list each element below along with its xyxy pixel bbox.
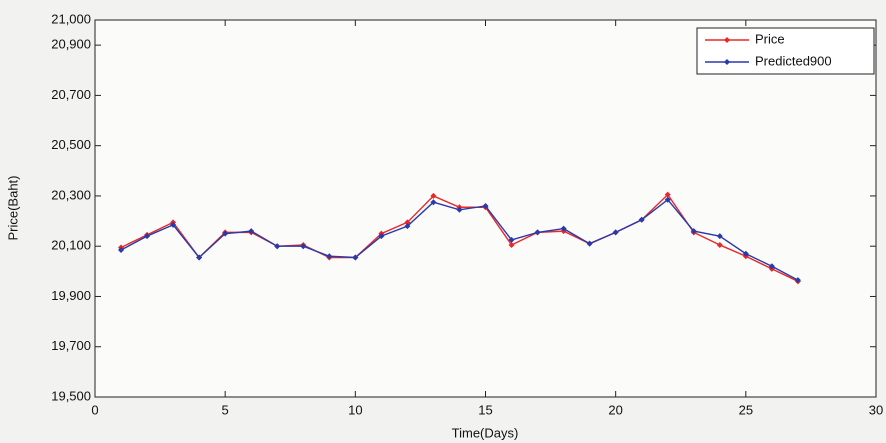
point-marker — [300, 243, 307, 250]
x-tick-label: 20 — [608, 402, 622, 417]
point-marker — [222, 230, 229, 237]
point-marker — [508, 241, 515, 248]
point-marker — [248, 228, 255, 235]
point-marker — [508, 236, 515, 243]
point-marker — [456, 206, 463, 213]
point-marker — [196, 254, 203, 261]
point-marker — [560, 225, 567, 232]
point-marker — [170, 221, 177, 228]
y-tick-label: 20,900 — [51, 37, 91, 52]
x-tick-label: 30 — [869, 402, 883, 417]
point-marker — [664, 191, 671, 198]
point-marker — [326, 253, 333, 260]
x-axis-label: Time(Days) — [452, 425, 519, 440]
point-marker — [716, 241, 723, 248]
x-tick-label: 25 — [739, 402, 753, 417]
point-marker — [378, 233, 385, 240]
point-marker — [768, 263, 775, 270]
y-tick-label: 20,300 — [51, 187, 91, 202]
y-axis-label: Price(Baht) — [5, 175, 20, 240]
legend-label: Predicted900 — [755, 53, 832, 68]
x-tick-label: 15 — [478, 402, 492, 417]
point-marker — [404, 223, 411, 230]
point-marker — [716, 233, 723, 240]
point-marker — [664, 196, 671, 203]
point-marker — [430, 199, 437, 206]
point-marker — [274, 243, 281, 250]
y-tick-label: 21,000 — [51, 11, 91, 26]
y-tick-label: 20,500 — [51, 137, 91, 152]
point-marker — [534, 229, 541, 236]
point-marker — [794, 277, 801, 284]
x-tick-label: 10 — [348, 402, 362, 417]
legend-label: Price — [755, 31, 785, 46]
point-marker — [482, 202, 489, 209]
y-tick-label: 20,700 — [51, 87, 91, 102]
point-marker — [430, 192, 437, 199]
legend-box — [696, 27, 875, 75]
x-tick-label: 0 — [91, 402, 98, 417]
point-marker — [352, 254, 359, 261]
y-tick-label: 20,100 — [51, 238, 91, 253]
x-tick-label: 5 — [222, 402, 229, 417]
legend-marker — [724, 37, 730, 43]
point-marker — [118, 246, 125, 253]
y-tick-label: 19,700 — [51, 338, 91, 353]
point-marker — [742, 250, 749, 257]
point-marker — [638, 216, 645, 223]
y-tick-label: 19,900 — [51, 288, 91, 303]
point-marker — [586, 240, 593, 247]
point-marker — [612, 229, 619, 236]
y-tick-label: 19,500 — [51, 388, 91, 403]
legend-marker — [724, 59, 730, 65]
point-marker — [144, 233, 151, 240]
point-marker — [690, 228, 697, 235]
